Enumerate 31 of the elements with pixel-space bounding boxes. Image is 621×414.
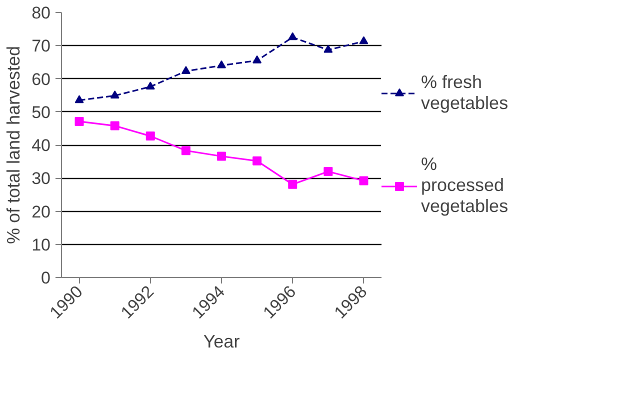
point <box>74 116 84 126</box>
x-axis-title: Year <box>203 332 240 352</box>
y-tick-label: 80 <box>32 4 51 22</box>
point <box>181 146 190 156</box>
point <box>252 156 262 166</box>
point <box>288 32 298 40</box>
y-tick-label: 20 <box>32 202 51 222</box>
y-tick-label: 10 <box>32 235 51 254</box>
point <box>110 121 120 130</box>
point <box>359 176 368 186</box>
point <box>110 90 120 98</box>
y-tick-label: 70 <box>32 36 51 56</box>
point <box>324 44 333 53</box>
point <box>74 95 84 104</box>
point <box>324 167 333 176</box>
y-tick-label: 50 <box>32 102 51 122</box>
y-tick-label: 60 <box>32 70 51 89</box>
legend-label: % processed vegetables <box>421 154 508 217</box>
point <box>359 36 368 44</box>
point <box>146 132 155 141</box>
point <box>252 55 262 64</box>
legend-label: % fresh vegetables <box>421 72 508 114</box>
y-tick-label: 30 <box>32 169 51 188</box>
y-tick-label: 0 <box>41 268 51 288</box>
point <box>288 180 298 189</box>
y-tick-label: 40 <box>32 136 51 155</box>
y-axis-title: % of total land harvested <box>4 46 24 244</box>
point <box>217 152 226 161</box>
point <box>217 60 226 68</box>
point <box>181 66 190 74</box>
point <box>146 82 155 90</box>
